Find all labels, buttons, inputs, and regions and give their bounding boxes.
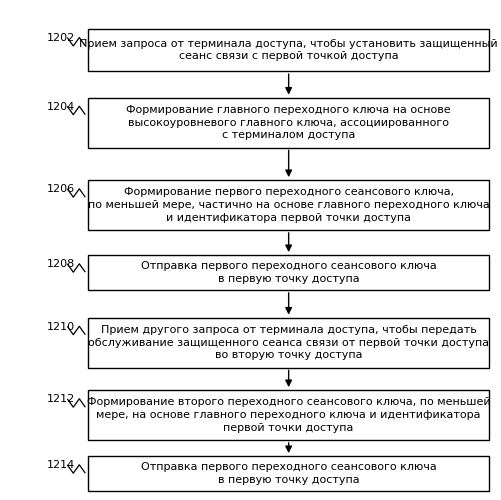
Text: 1212: 1212 [47, 394, 75, 404]
Text: Отправка первого переходного сеансового ключа
в первую точку доступа: Отправка первого переходного сеансового … [140, 261, 436, 284]
Text: 1208: 1208 [47, 259, 75, 269]
Text: 1206: 1206 [47, 184, 75, 194]
Bar [88, 318, 488, 368]
Bar [88, 390, 488, 440]
Bar [88, 255, 488, 290]
Text: 1204: 1204 [47, 102, 75, 112]
Bar [88, 28, 488, 71]
Text: 1214: 1214 [47, 460, 75, 470]
Text: Прием другого запроса от терминала доступа, чтобы передать
обслуживание защищенн: Прием другого запроса от терминала досту… [88, 324, 488, 360]
Text: Формирование главного переходного ключа на основе
высокоуровневого главного ключ: Формирование главного переходного ключа … [126, 104, 450, 141]
Text: Формирование второго переходного сеансового ключа, по меньшей
мере, на основе гл: Формирование второго переходного сеансов… [87, 397, 489, 433]
Text: Отправка первого переходного сеансового ключа
в первую точку доступа: Отправка первого переходного сеансового … [140, 462, 436, 485]
Text: Прием запроса от терминала доступа, чтобы установить защищенный
сеанс связи с пе: Прием запроса от терминала доступа, чтоб… [79, 38, 497, 62]
Text: 1202: 1202 [47, 33, 75, 43]
Text: Формирование первого переходного сеансового ключа,
по меньшей мере, частично на : Формирование первого переходного сеансов… [88, 187, 488, 223]
Bar [88, 456, 488, 491]
Bar [88, 98, 488, 148]
Text: 1210: 1210 [47, 322, 75, 332]
Bar [88, 180, 488, 230]
